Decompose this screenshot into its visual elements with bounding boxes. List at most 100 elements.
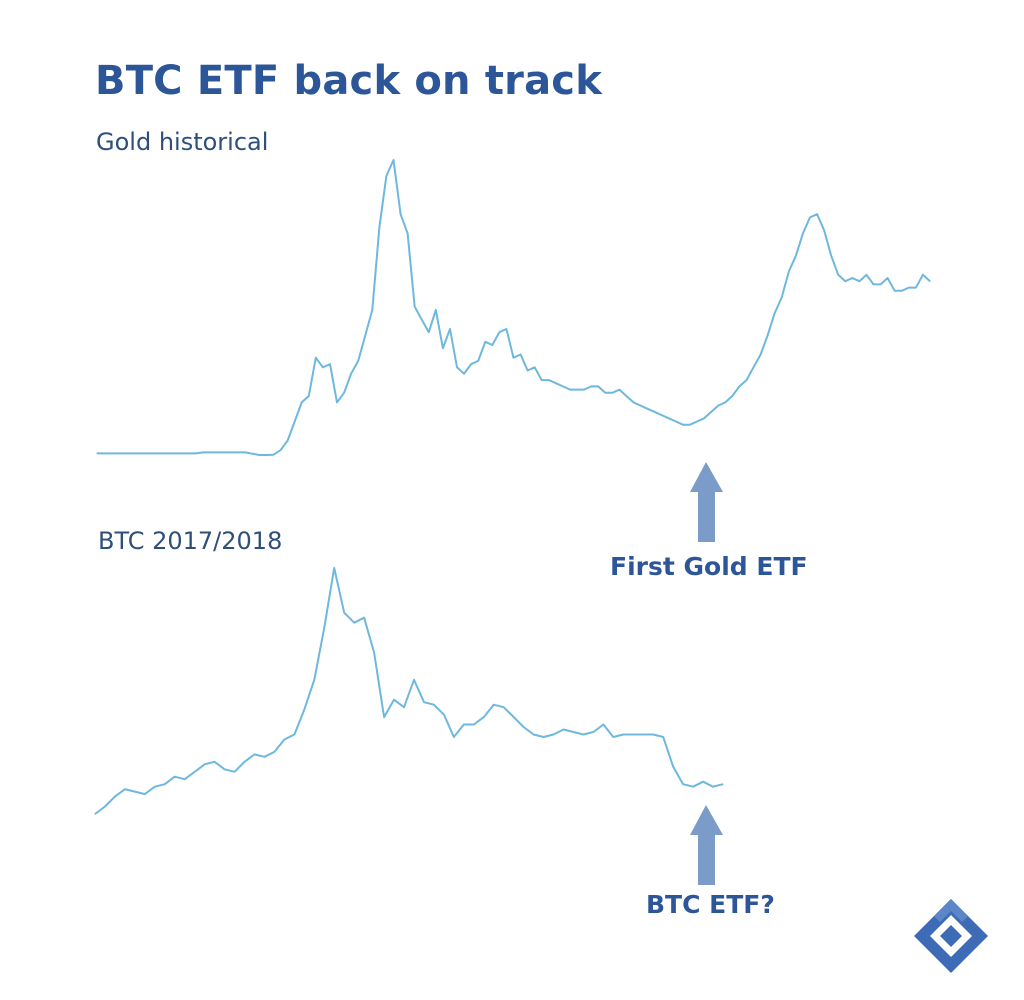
gold-data-point bbox=[202, 451, 204, 453]
gold-data-point bbox=[385, 175, 387, 177]
gold-data-point bbox=[244, 451, 246, 453]
diamond-g-logo-icon bbox=[914, 899, 988, 973]
btc-data-point bbox=[433, 704, 435, 706]
btc-data-point bbox=[473, 723, 475, 726]
gold-data-point bbox=[188, 452, 190, 454]
gold-data-point bbox=[555, 382, 557, 384]
btc-data-point bbox=[682, 783, 684, 785]
gold-data-point bbox=[731, 395, 733, 397]
page-title: BTC ETF back on track bbox=[95, 58, 603, 104]
gold-data-point bbox=[908, 287, 910, 289]
gold-data-point bbox=[816, 213, 818, 215]
gold-data-point bbox=[470, 363, 472, 365]
gold-data-point bbox=[696, 420, 698, 423]
btc-data-point bbox=[383, 716, 385, 718]
btc-data-point bbox=[283, 738, 285, 741]
btc-data-point bbox=[592, 731, 595, 733]
gold-data-point bbox=[491, 344, 493, 346]
gold-data-point bbox=[96, 452, 98, 454]
btc-plot bbox=[94, 567, 724, 815]
gold-data-point bbox=[548, 379, 550, 381]
gold-data-point bbox=[400, 213, 402, 215]
btc-data-point bbox=[333, 567, 335, 569]
gold-etf-arrow-icon bbox=[690, 462, 723, 542]
gold-data-point bbox=[562, 385, 564, 387]
btc-price-line bbox=[94, 567, 724, 815]
gold-data-point bbox=[159, 452, 162, 454]
btc-chart-title: BTC 2017/2018 bbox=[98, 527, 283, 555]
btc-data-point bbox=[144, 793, 146, 795]
btc-data-point bbox=[712, 786, 714, 788]
gold-data-point bbox=[442, 347, 444, 349]
btc-data-point bbox=[642, 733, 644, 736]
gold-data-point bbox=[463, 373, 465, 375]
gold-data-point bbox=[830, 255, 832, 257]
gold-data-point bbox=[449, 328, 451, 330]
btc-data-point bbox=[413, 679, 415, 681]
btc-etf-arrow-icon bbox=[690, 805, 723, 885]
gold-data-point bbox=[174, 452, 176, 454]
btc-data-point bbox=[214, 761, 216, 763]
btc-data-point bbox=[513, 716, 515, 718]
btc-data-point bbox=[313, 679, 315, 681]
btc-data-point bbox=[572, 731, 575, 733]
gold-data-point bbox=[336, 401, 338, 403]
gold-data-point bbox=[251, 453, 253, 455]
btc-data-point bbox=[453, 736, 455, 738]
btc-data-point bbox=[692, 786, 694, 788]
gold-data-point bbox=[788, 271, 790, 273]
gold-data-point bbox=[738, 385, 741, 387]
btc-data-point bbox=[134, 791, 136, 793]
gold-data-point bbox=[152, 452, 155, 454]
btc-data-point bbox=[582, 733, 585, 736]
gold-data-point bbox=[703, 417, 705, 419]
btc-data-point bbox=[393, 699, 395, 701]
btc-data-point bbox=[224, 768, 226, 770]
gold-data-point bbox=[294, 420, 296, 423]
btc-data-point bbox=[672, 766, 674, 768]
gold-data-point bbox=[428, 331, 430, 333]
gold-data-point bbox=[745, 379, 748, 381]
gold-data-point bbox=[760, 353, 762, 356]
gold-data-point bbox=[583, 389, 585, 391]
gold-data-point bbox=[103, 452, 105, 454]
gold-data-point bbox=[865, 274, 868, 276]
btc-data-point bbox=[652, 733, 654, 736]
btc-data-point bbox=[234, 771, 236, 773]
gold-data-point bbox=[767, 334, 769, 336]
gold-data-point bbox=[315, 357, 317, 359]
gold-data-point bbox=[181, 452, 183, 454]
btc-data-point bbox=[533, 733, 535, 736]
gold-data-point bbox=[456, 366, 458, 368]
gold-data-point bbox=[611, 392, 613, 394]
gold-data-point bbox=[258, 454, 260, 456]
gold-data-point bbox=[724, 401, 726, 403]
gold-data-point bbox=[781, 296, 783, 298]
gold-data-point bbox=[392, 159, 395, 161]
gold-data-point bbox=[858, 280, 861, 282]
btc-data-point bbox=[483, 716, 485, 718]
gold-data-point bbox=[590, 385, 592, 387]
gold-data-point bbox=[915, 287, 917, 289]
gold-data-point bbox=[894, 290, 896, 292]
gold-data-point bbox=[880, 283, 882, 285]
gold-data-point bbox=[618, 389, 621, 391]
gold-data-point bbox=[872, 283, 875, 285]
gold-data-point bbox=[265, 454, 267, 456]
gold-data-point bbox=[378, 226, 380, 228]
btc-data-point bbox=[373, 651, 375, 654]
gold-data-point bbox=[287, 440, 289, 442]
btc-data-point bbox=[253, 753, 256, 756]
gold-data-point bbox=[647, 408, 649, 410]
gold-data-point bbox=[512, 357, 515, 359]
gold-data-point bbox=[901, 290, 903, 292]
gold-data-point bbox=[435, 309, 437, 311]
gold-data-point bbox=[308, 395, 310, 397]
gold-data-point bbox=[795, 255, 797, 257]
btc-data-point bbox=[632, 733, 634, 736]
gold-data-point bbox=[569, 389, 571, 391]
gold-data-point bbox=[237, 451, 239, 453]
gold-data-point bbox=[414, 306, 416, 308]
gold-data-point bbox=[710, 411, 712, 413]
